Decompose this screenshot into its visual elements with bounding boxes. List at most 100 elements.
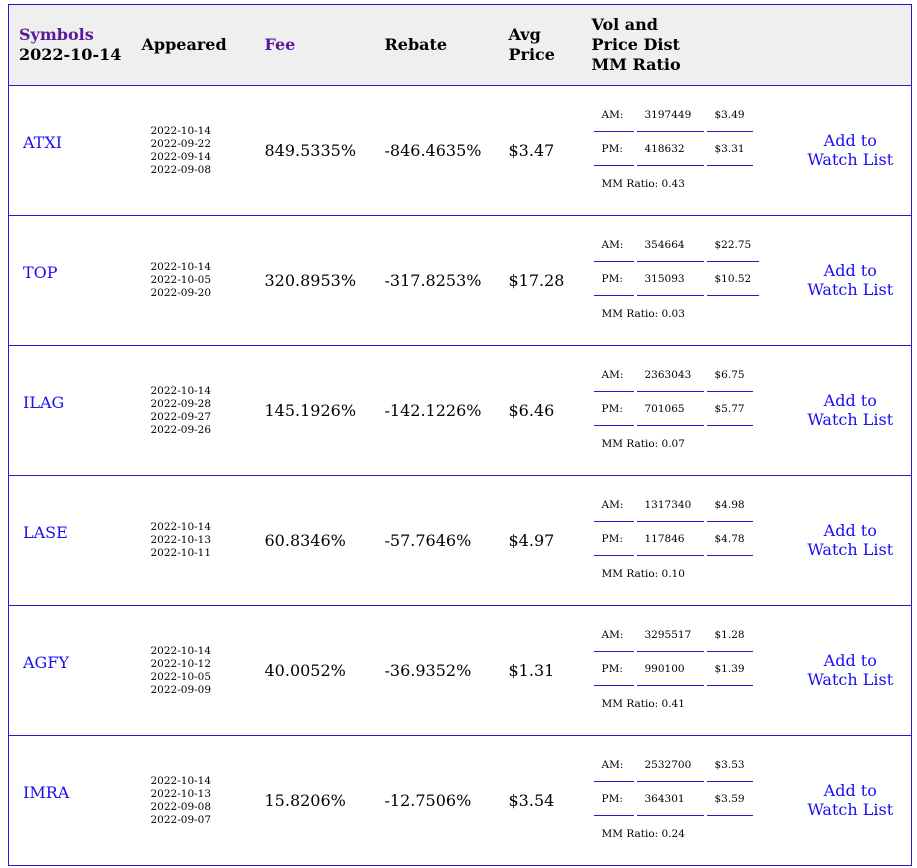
add-label-line: Add to [823,130,877,150]
appeared-date: 2022-09-09 [150,683,212,696]
am-volume: 1317340 [636,488,704,522]
vol-header-line: Price Dist [591,35,680,54]
symbol-link[interactable]: TOP [23,263,58,282]
appeared-date: 2022-10-14 [150,644,212,657]
appeared-date: 2022-10-14 [150,774,212,787]
am-label: AM: [593,228,634,262]
am-label: AM: [593,748,634,782]
mm-ratio: MM Ratio: 0.10 [601,568,685,580]
pm-label: PM: [593,132,634,166]
appeared-date: 2022-10-13 [150,787,212,800]
pm-price: $5.77 [706,392,753,426]
add-to-watch-list-link[interactable]: Add to Watch List [790,216,912,346]
appeared-date: 2022-09-28 [150,397,212,410]
pm-label: PM: [593,522,634,556]
add-to-watch-list-link[interactable]: Add to Watch List [790,346,912,476]
fee-value: 60.8346% [264,531,346,550]
add-to-watch-list-link[interactable]: Add to Watch List [790,86,912,216]
add-label-line: Add to [823,390,877,410]
pm-label: PM: [593,262,634,296]
fee-header[interactable]: Fee [264,35,296,54]
vol-header-line: MM Ratio [591,55,681,74]
vol-dist-table: AM: 2532700 $3.53 PM: 364301 $3.59 [591,748,756,816]
add-label-line: Add to [823,520,877,540]
vol-dist-table: AM: 3197449 $3.49 PM: 418632 $3.31 [591,98,756,166]
appeared-date: 2022-10-14 [150,124,212,137]
symbol-link[interactable]: IMRA [23,783,70,802]
appeared-date: 2022-10-11 [150,547,212,559]
date-header: 2022-10-14 [19,45,122,64]
add-to-watch-list-link[interactable]: Add to Watch List [790,606,912,736]
appeared-dates: 2022-10-14 2022-10-13 2022-09-08 2022-09-07 [140,736,259,866]
appeared-date: 2022-10-05 [150,274,212,286]
rebate-value: -317.8253% [384,271,482,290]
symbols-header[interactable]: Symbols [19,25,94,44]
appeared-date: 2022-10-05 [150,670,212,683]
appeared-date: 2022-10-12 [150,657,212,670]
table-row: IMRA 2022-10-14 2022-10-13 2022-09-08 2022-… [8,735,912,866]
am-price: $3.53 [706,748,753,782]
mm-ratio: MM Ratio: 0.03 [601,308,685,320]
pm-label: PM: [593,392,634,426]
am-price: $1.28 [706,618,753,652]
appeared-date: 2022-10-14 [150,384,212,397]
rebate-value: -57.7646% [384,531,472,550]
pm-price: $1.39 [706,652,753,686]
add-to-watch-list-link[interactable]: Add to Watch List [790,476,912,606]
symbol-link[interactable]: ILAG [23,393,65,412]
appeared-dates: 2022-10-14 2022-10-05 2022-09-20 [140,216,259,346]
pm-volume: 315093 [636,262,704,296]
table-header: Symbols 2022-10-14 Appeared Fee Rebate Av… [8,4,912,86]
symbol-link[interactable]: LASE [23,523,68,542]
rebate-value: -12.7506% [384,791,472,810]
appeared-date: 2022-09-22 [150,137,212,150]
appeared-date: 2022-10-13 [150,534,212,546]
am-label: AM: [593,358,634,392]
mm-ratio: MM Ratio: 0.24 [601,828,685,840]
table-row: TOP 2022-10-14 2022-10-05 2022-09-20 320.8… [8,215,912,346]
avg-header-line: Avg [508,25,541,44]
add-to-watch-list-link[interactable]: Add to Watch List [790,736,912,866]
fee-value: 145.1926% [264,401,357,420]
appeared-date: 2022-09-14 [150,150,212,163]
avg-price-value: $3.54 [508,791,555,810]
pm-price: $4.78 [706,522,753,556]
pm-volume: 990100 [636,652,704,686]
vol-dist-table: AM: 1317340 $4.98 PM: 117846 $4.78 [591,488,756,556]
table-row: LASE 2022-10-14 2022-10-13 2022-10-11 60.8… [8,475,912,606]
am-volume: 2363043 [636,358,704,392]
vol-header-line: Vol and [591,15,658,34]
am-price: $3.49 [706,98,753,132]
fee-value: 40.0052% [264,661,346,680]
add-label-line: Watch List [807,409,894,429]
appeared-dates: 2022-10-14 2022-10-12 2022-10-05 2022-09-09 [140,606,259,736]
am-price: $22.75 [706,228,760,262]
avg-price-value: $17.28 [508,271,565,290]
pm-volume: 418632 [636,132,704,166]
am-volume: 3295517 [636,618,704,652]
avg-header-line: Price [508,45,555,64]
avg-price-value: $3.47 [508,141,555,160]
appeared-dates: 2022-10-14 2022-10-13 2022-10-11 [140,476,259,606]
appeared-date: 2022-09-08 [150,800,212,813]
symbols-table: Symbols 2022-10-14 Appeared Fee Rebate Av… [8,4,912,866]
add-label-line: Add to [823,650,877,670]
add-label-line: Add to [823,260,877,280]
appeared-dates: 2022-10-14 2022-09-22 2022-09-14 2022-09-08 [140,86,259,216]
vol-dist-table: AM: 354664 $22.75 PM: 315093 $10.52 [591,228,763,296]
pm-volume: 701065 [636,392,704,426]
table-row: ATXI 2022-10-14 2022-09-22 2022-09-14 2022-… [8,85,912,216]
symbol-link[interactable]: AGFY [23,653,69,672]
pm-volume: 364301 [636,782,704,816]
rebate-header: Rebate [384,35,448,54]
pm-price: $3.31 [706,132,753,166]
add-label-line: Watch List [807,799,894,819]
header-spacer [790,5,912,86]
appeared-date: 2022-10-14 [150,521,212,533]
avg-price-value: $4.97 [508,531,555,550]
pm-price: $10.52 [706,262,760,296]
fee-value: 849.5335% [264,141,357,160]
am-label: AM: [593,618,634,652]
symbol-link[interactable]: ATXI [23,133,63,152]
appeared-date: 2022-09-20 [150,287,212,299]
